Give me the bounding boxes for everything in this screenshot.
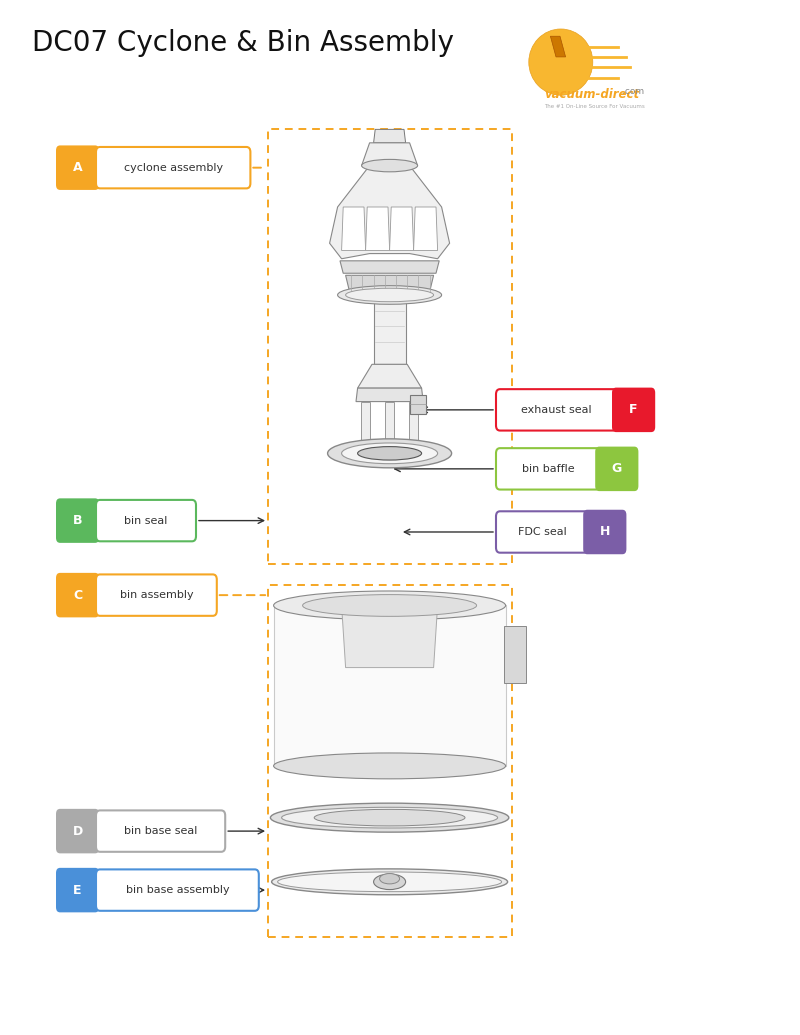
Polygon shape <box>340 261 439 273</box>
Polygon shape <box>550 36 566 57</box>
FancyBboxPatch shape <box>96 810 226 852</box>
FancyBboxPatch shape <box>96 500 196 541</box>
Text: The #1 On-Line Source For Vacuums: The #1 On-Line Source For Vacuums <box>544 104 645 109</box>
Text: exhaust seal: exhaust seal <box>521 405 592 415</box>
Polygon shape <box>342 207 366 250</box>
Polygon shape <box>409 402 418 443</box>
FancyBboxPatch shape <box>583 510 626 555</box>
Text: bin base assembly: bin base assembly <box>126 885 230 895</box>
FancyBboxPatch shape <box>56 867 99 913</box>
FancyBboxPatch shape <box>612 387 655 433</box>
Text: B: B <box>73 514 82 527</box>
Text: .com: .com <box>622 87 645 96</box>
Ellipse shape <box>529 29 593 95</box>
Text: DC07 Cyclone & Bin Assembly: DC07 Cyclone & Bin Assembly <box>32 29 454 57</box>
Text: G: G <box>612 463 622 475</box>
Polygon shape <box>342 605 438 668</box>
Ellipse shape <box>282 807 498 828</box>
Text: cyclone assembly: cyclone assembly <box>124 162 222 173</box>
Ellipse shape <box>274 753 506 778</box>
Polygon shape <box>366 207 390 250</box>
Polygon shape <box>358 364 422 388</box>
Text: FDC seal: FDC seal <box>518 527 566 537</box>
Polygon shape <box>356 388 423 402</box>
Ellipse shape <box>342 443 438 464</box>
Polygon shape <box>410 395 426 414</box>
Text: bin seal: bin seal <box>124 515 168 526</box>
Ellipse shape <box>346 289 434 302</box>
Ellipse shape <box>278 871 502 892</box>
Ellipse shape <box>274 591 506 620</box>
FancyBboxPatch shape <box>496 448 600 490</box>
Ellipse shape <box>358 447 422 460</box>
FancyBboxPatch shape <box>496 389 617 431</box>
FancyBboxPatch shape <box>496 511 588 553</box>
Ellipse shape <box>314 809 465 826</box>
FancyBboxPatch shape <box>56 499 99 542</box>
Ellipse shape <box>362 159 418 172</box>
Ellipse shape <box>328 439 451 468</box>
Polygon shape <box>330 166 450 259</box>
Text: C: C <box>73 589 82 601</box>
Polygon shape <box>374 129 406 143</box>
Ellipse shape <box>379 874 399 884</box>
Ellipse shape <box>302 594 477 617</box>
Text: D: D <box>73 825 82 837</box>
FancyBboxPatch shape <box>96 574 217 616</box>
Polygon shape <box>385 402 394 443</box>
Text: H: H <box>600 526 610 538</box>
Polygon shape <box>374 295 406 364</box>
Ellipse shape <box>270 803 509 832</box>
Polygon shape <box>362 143 418 166</box>
Text: bin baffle: bin baffle <box>522 464 574 474</box>
Polygon shape <box>504 626 526 683</box>
Text: A: A <box>73 161 82 174</box>
Ellipse shape <box>338 286 442 304</box>
Text: F: F <box>630 404 638 416</box>
Text: E: E <box>74 884 82 896</box>
FancyBboxPatch shape <box>96 869 259 911</box>
Polygon shape <box>274 605 506 766</box>
FancyBboxPatch shape <box>56 145 99 190</box>
Polygon shape <box>346 275 434 292</box>
FancyBboxPatch shape <box>56 573 99 617</box>
Polygon shape <box>390 207 414 250</box>
Text: vacuum-direct: vacuum-direct <box>544 88 639 101</box>
Ellipse shape <box>374 874 406 890</box>
Polygon shape <box>361 402 370 443</box>
FancyBboxPatch shape <box>595 446 638 491</box>
Text: bin base seal: bin base seal <box>124 826 198 836</box>
FancyBboxPatch shape <box>96 147 250 188</box>
Polygon shape <box>414 207 438 250</box>
Text: bin assembly: bin assembly <box>119 590 194 600</box>
FancyBboxPatch shape <box>56 809 99 853</box>
Ellipse shape <box>271 869 507 894</box>
